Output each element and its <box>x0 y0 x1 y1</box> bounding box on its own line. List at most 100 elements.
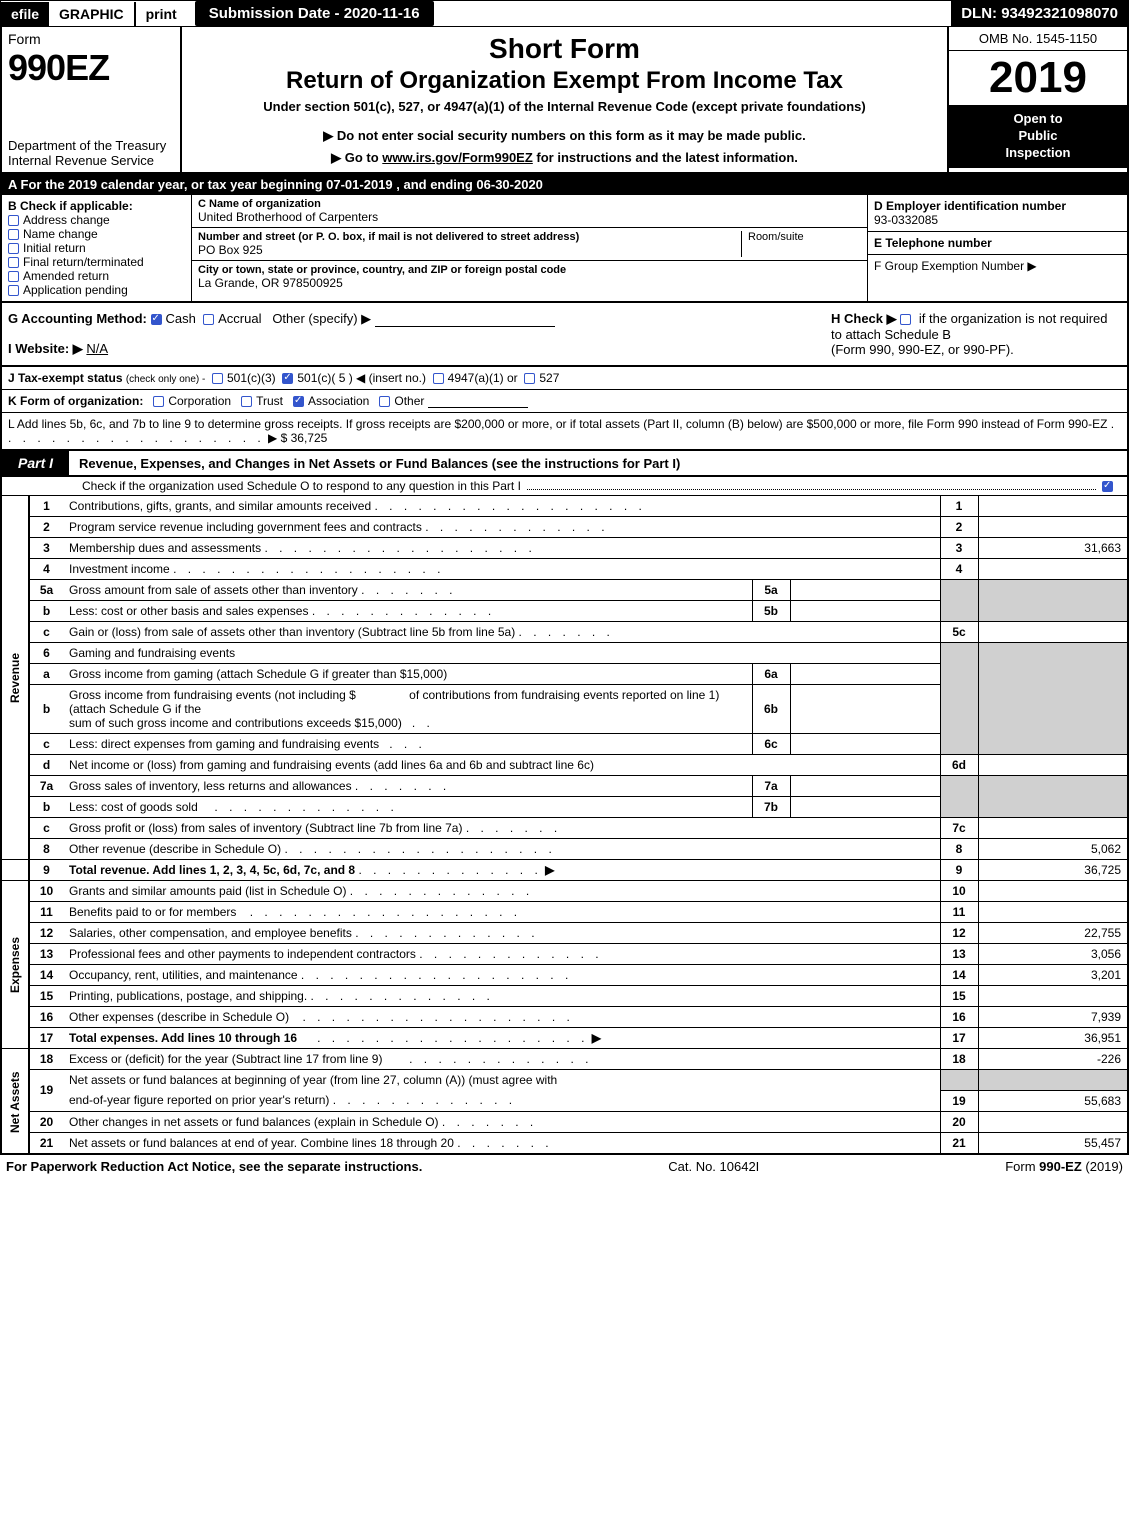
line-20-num: 20 <box>29 1111 63 1132</box>
line-6c-subval <box>790 734 940 755</box>
line-5b-ref: 5b <box>752 601 790 622</box>
line-9-amount: 36,725 <box>978 860 1128 881</box>
print-button[interactable]: print <box>136 2 187 26</box>
j-501c3: 501(c)(3) <box>227 371 276 385</box>
chk-address-change[interactable]: Address change <box>8 213 185 227</box>
revenue-table: Revenue 1 Contributions, gifts, grants, … <box>0 495 1129 1155</box>
street-row: Number and street (or P. O. box, if mail… <box>192 228 867 261</box>
header-right: OMB No. 1545-1150 2019 Open to Public In… <box>947 27 1127 172</box>
line-15-amount <box>978 986 1128 1007</box>
section-c: C Name of organization United Brotherhoo… <box>192 195 867 301</box>
goto-link[interactable]: www.irs.gov/Form990EZ <box>382 150 533 165</box>
checkbox-icon[interactable] <box>379 396 390 407</box>
g-other: Other (specify) ▶ <box>272 311 371 326</box>
chk-application-pending[interactable]: Application pending <box>8 283 185 297</box>
checkbox-checked-icon[interactable] <box>1102 481 1113 492</box>
table-row: 7a Gross sales of inventory, less return… <box>1 776 1128 797</box>
checkbox-icon[interactable] <box>433 373 444 384</box>
line-1-ref: 1 <box>940 496 978 517</box>
line-7b-ref: 7b <box>752 797 790 818</box>
form-footer-ref: Form 990-EZ (2019) <box>1005 1159 1123 1174</box>
checkbox-checked-icon[interactable] <box>151 314 162 325</box>
table-row: 12 Salaries, other compensation, and emp… <box>1 923 1128 944</box>
goto-text: ▶ Go to www.irs.gov/Form990EZ for instru… <box>192 150 937 166</box>
chk-final-label: Final return/terminated <box>23 255 144 269</box>
line-15-ref: 15 <box>940 986 978 1007</box>
k-other-field[interactable] <box>428 394 528 408</box>
checkbox-icon[interactable] <box>524 373 535 384</box>
line-9-num: 9 <box>29 860 63 881</box>
part1-tab: Part I <box>2 451 69 475</box>
line-4-desc: Investment income . . . . . . . . . . . … <box>63 559 940 580</box>
g-other-field[interactable] <box>375 313 555 327</box>
ein-row: D Employer identification number 93-0332… <box>868 195 1127 232</box>
part1-sub: Check if the organization used Schedule … <box>0 477 1129 495</box>
checkbox-icon[interactable] <box>212 373 223 384</box>
line-16-ref: 16 <box>940 1007 978 1028</box>
ein-label: D Employer identification number <box>874 199 1121 213</box>
line-1-desc: Contributions, gifts, grants, and simila… <box>63 496 940 517</box>
c-name-label: C Name of organization <box>198 198 861 210</box>
line-6a-ref: 6a <box>752 664 790 685</box>
checkbox-icon[interactable] <box>153 396 164 407</box>
line-7c-num: c <box>29 818 63 839</box>
checkbox-icon[interactable] <box>241 396 252 407</box>
line-2-amount <box>978 517 1128 538</box>
section-g: G Accounting Method: Cash Accrual Other … <box>8 311 821 357</box>
line-19-amount: 55,683 <box>978 1090 1128 1111</box>
graphic-button[interactable]: GRAPHIC <box>49 2 136 26</box>
line-20-amount <box>978 1111 1128 1132</box>
line-11-ref: 11 <box>940 902 978 923</box>
part1-header: Part I Revenue, Expenses, and Changes in… <box>0 451 1129 477</box>
section-h: H Check ▶ if the organization is not req… <box>821 311 1121 357</box>
line-9-ref: 9 <box>940 860 978 881</box>
g-accrual: Accrual <box>218 311 261 326</box>
k-label: K Form of organization: <box>8 394 143 408</box>
line-6b-num: b <box>29 685 63 734</box>
section-b: B Check if applicable: Address change Na… <box>2 195 192 301</box>
cat-no: Cat. No. 10642I <box>668 1159 759 1174</box>
chk-final-return[interactable]: Final return/terminated <box>8 255 185 269</box>
line-6d-ref: 6d <box>940 755 978 776</box>
line-8-ref: 8 <box>940 839 978 860</box>
checkbox-icon <box>8 257 19 268</box>
group-exemption-row: F Group Exemption Number ▶ <box>868 255 1127 277</box>
checkbox-checked-icon[interactable] <box>282 373 293 384</box>
line-21-amount: 55,457 <box>978 1132 1128 1154</box>
line-5c-amount <box>978 622 1128 643</box>
chk-amended-return[interactable]: Amended return <box>8 269 185 283</box>
line-13-desc: Professional fees and other payments to … <box>63 944 940 965</box>
line-14-ref: 14 <box>940 965 978 986</box>
chk-name-change[interactable]: Name change <box>8 227 185 241</box>
omb-number: OMB No. 1545-1150 <box>949 27 1127 51</box>
chk-initial-return[interactable]: Initial return <box>8 241 185 255</box>
line-18-desc: Excess or (deficit) for the year (Subtra… <box>63 1049 940 1070</box>
line-12-amount: 22,755 <box>978 923 1128 944</box>
line-6-num: 6 <box>29 643 63 664</box>
efile-button[interactable]: efile <box>1 2 49 26</box>
open-to-line2: Public <box>953 128 1123 145</box>
table-row: end-of-year figure reported on prior yea… <box>1 1090 1128 1111</box>
line-5a-desc: Gross amount from sale of assets other t… <box>63 580 752 601</box>
k-corp: Corporation <box>168 394 231 408</box>
checkbox-icon[interactable] <box>203 314 214 325</box>
city-value: La Grande, OR 978500925 <box>198 276 861 290</box>
open-to-line3: Inspection <box>953 145 1123 162</box>
street-value: PO Box 925 <box>198 243 741 257</box>
section-b-header: B Check if applicable: <box>8 199 185 213</box>
g-cash: Cash <box>166 311 196 326</box>
line-6a-subval <box>790 664 940 685</box>
line-12-ref: 12 <box>940 923 978 944</box>
line-5a-num: 5a <box>29 580 63 601</box>
line-5b-num: b <box>29 601 63 622</box>
line-21-num: 21 <box>29 1132 63 1154</box>
line-4-num: 4 <box>29 559 63 580</box>
checkbox-icon[interactable] <box>900 314 911 325</box>
line-11-num: 11 <box>29 902 63 923</box>
line-5a-subval <box>790 580 940 601</box>
line-7a-ref: 7a <box>752 776 790 797</box>
revenue-side-label: Revenue <box>1 496 29 860</box>
tax-year: 2019 <box>949 51 1127 105</box>
dept-irs: Internal Revenue Service <box>8 153 174 168</box>
checkbox-checked-icon[interactable] <box>293 396 304 407</box>
